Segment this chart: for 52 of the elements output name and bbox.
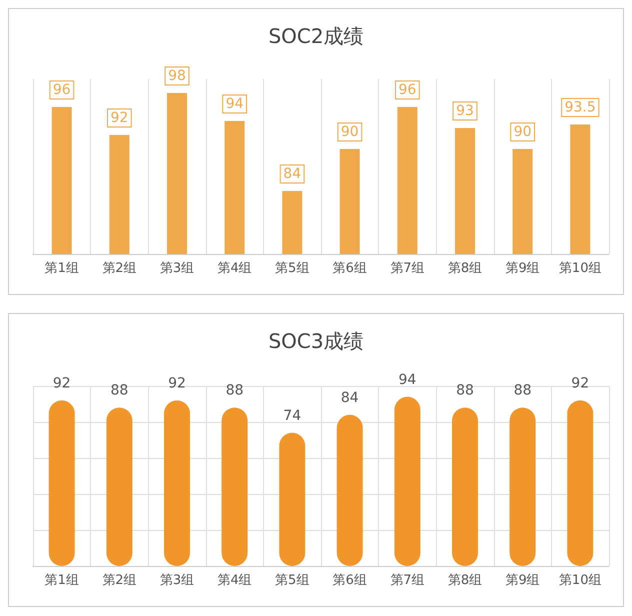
bar — [48, 400, 75, 566]
bar — [222, 408, 248, 566]
bar — [452, 408, 478, 566]
bar — [164, 400, 190, 566]
data-label: 94 — [398, 372, 416, 388]
data-label: 88 — [226, 382, 244, 399]
data-label: 92 — [110, 110, 128, 126]
x-tick-label: 第10组 — [558, 573, 602, 588]
bar — [510, 408, 536, 566]
data-label: 84 — [283, 166, 302, 182]
x-tick-label: 第4组 — [217, 573, 252, 588]
x-tick-label: 第5组 — [275, 573, 310, 588]
x-tick-label: 第1组 — [44, 573, 79, 588]
data-label: 88 — [456, 382, 474, 399]
chart-title: SOC3成绩 — [268, 329, 364, 353]
data-label: 98 — [168, 68, 186, 84]
data-label: 94 — [226, 96, 244, 112]
chart-title: SOC2成绩 — [268, 24, 364, 48]
x-tick-label: 第7组 — [390, 573, 425, 588]
data-label: 96 — [398, 82, 416, 98]
x-tick-label: 第4组 — [217, 261, 252, 276]
data-label: 84 — [340, 390, 359, 406]
x-tick-label: 第1组 — [44, 261, 79, 276]
x-tick-label: 第3组 — [160, 573, 194, 588]
x-tick-label: 第9组 — [505, 573, 540, 588]
data-label: 90 — [340, 124, 359, 140]
data-label: 88 — [110, 382, 128, 399]
bar — [106, 408, 132, 566]
data-label: 96 — [52, 82, 71, 98]
bar — [567, 400, 594, 566]
bar — [279, 432, 306, 566]
x-tick-label: 第6组 — [332, 261, 367, 276]
bar — [394, 396, 420, 566]
x-tick-label: 第10组 — [558, 261, 602, 276]
data-label: 88 — [514, 382, 532, 399]
data-label: 93.5 — [564, 100, 596, 116]
data-label: 92 — [52, 375, 71, 392]
data-label: 74 — [283, 408, 302, 424]
x-tick-label: 第8组 — [448, 573, 482, 588]
data-label: 92 — [571, 375, 590, 392]
data-label: 92 — [168, 375, 186, 392]
data-label: 90 — [514, 124, 532, 140]
bar — [336, 414, 363, 566]
x-tick-label: 第3组 — [160, 261, 194, 276]
x-tick-label: 第2组 — [102, 261, 137, 276]
x-tick-label: 第9组 — [505, 261, 540, 276]
data-label: 93 — [456, 103, 474, 119]
x-tick-label: 第2组 — [102, 573, 137, 588]
x-tick-label: 第8组 — [448, 261, 482, 276]
x-tick-label: 第6组 — [332, 573, 367, 588]
x-tick-label: 第5组 — [275, 261, 310, 276]
x-tick-label: 第7组 — [390, 261, 425, 276]
